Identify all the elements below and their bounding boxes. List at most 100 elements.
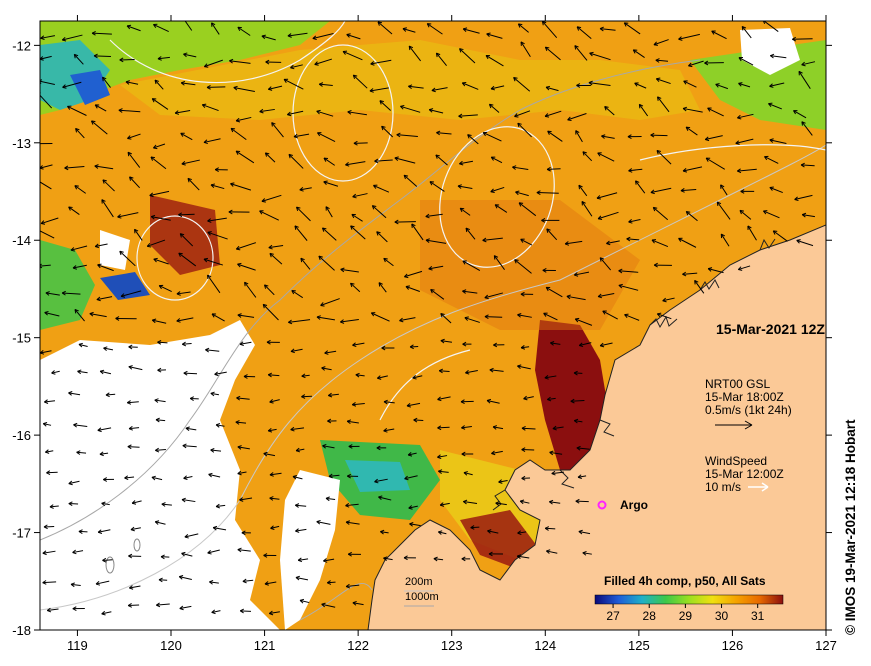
vector-arrow-head	[128, 344, 133, 348]
vector-arrow-head	[570, 398, 575, 402]
vector-arrow-head	[73, 54, 76, 59]
vector-arrow-head	[201, 104, 206, 109]
vector-arrow-head	[492, 425, 498, 428]
vector-arrow-head	[346, 420, 351, 425]
vector-arrow	[379, 100, 391, 111]
coastline-detail	[492, 238, 776, 511]
sst-patch-cyan-south	[345, 460, 410, 492]
vector-arrow-head	[78, 529, 83, 532]
vector-arrow	[327, 581, 336, 584]
vector-arrow	[210, 449, 222, 452]
vector-arrow-head	[155, 520, 160, 523]
vector-arrow-head	[404, 475, 408, 480]
vector-arrow-head	[353, 74, 358, 77]
vector-arrow-head	[183, 477, 188, 481]
vector-arrow-head	[546, 549, 551, 552]
vector-arrow	[482, 132, 502, 142]
vector-arrow-head	[409, 344, 414, 348]
vector-arrow	[202, 104, 219, 112]
vector-arrow	[239, 341, 252, 345]
vector-arrow-head	[582, 151, 585, 156]
vector-arrow-head	[153, 144, 157, 149]
vector-arrow	[345, 161, 366, 166]
vector-arrow-head	[301, 375, 306, 379]
vector-arrow-head	[263, 453, 268, 457]
vector-arrow-head	[463, 471, 468, 474]
vector-arrow-head	[320, 304, 325, 307]
vector-arrow-head	[74, 53, 79, 57]
vector-arrow	[655, 59, 669, 62]
vector-arrow-head	[801, 121, 806, 124]
vector-arrow-head	[488, 553, 493, 557]
y-tick-label: -15	[12, 331, 31, 346]
vector-arrow-head	[269, 472, 274, 476]
vector-arrow-head	[236, 120, 241, 123]
vector-arrow	[262, 303, 279, 321]
vector-arrow	[467, 134, 479, 145]
vector-arrow-head	[735, 142, 740, 145]
vector-arrow-head	[428, 109, 433, 113]
vector-arrow-head	[204, 66, 209, 68]
vector-arrow	[134, 229, 143, 241]
vector-arrow-head	[438, 469, 443, 472]
vector-arrow-head	[91, 32, 96, 36]
vector-arrow	[322, 445, 335, 449]
y-tick-label: -18	[12, 623, 31, 638]
vector-arrow	[657, 96, 670, 113]
vector-arrow-head	[264, 152, 268, 157]
vector-arrow	[440, 340, 453, 343]
vector-arrow-head	[352, 602, 357, 606]
vector-arrow-head	[520, 291, 525, 295]
vector-arrow	[437, 455, 448, 458]
vector-arrow-head	[128, 428, 133, 431]
vector-arrow	[374, 478, 388, 483]
vector-arrow-head	[290, 348, 295, 352]
vector-arrow-head	[599, 342, 604, 347]
vector-arrow	[328, 393, 339, 397]
vector-arrow-head	[494, 204, 498, 209]
vector-arrow-head	[207, 220, 212, 223]
vector-arrow	[494, 204, 508, 213]
vector-arrow-head	[688, 65, 693, 68]
vector-arrow-head	[460, 399, 465, 403]
wind-scale: 10 m/s	[705, 480, 741, 494]
vector-arrow-head	[545, 287, 549, 292]
vector-arrow	[295, 576, 309, 581]
vector-arrow-head	[95, 581, 100, 585]
vector-arrow	[203, 138, 221, 143]
y-axis: -12-13-14-15-16-17-18	[12, 38, 832, 638]
vector-arrow-head	[180, 80, 186, 84]
vector-arrow	[598, 292, 615, 298]
vector-arrow-head	[618, 284, 623, 289]
vector-arrow-head	[215, 506, 221, 509]
vector-arrow	[155, 448, 166, 451]
vector-arrow	[176, 291, 191, 295]
vector-arrow-head	[129, 585, 133, 589]
vector-arrow	[720, 184, 728, 196]
vector-arrow-head	[295, 503, 300, 506]
vector-arrow-head	[131, 500, 136, 504]
vector-arrow-head	[70, 582, 75, 585]
vector-arrow-head	[103, 479, 108, 482]
vector-arrow-head	[262, 304, 265, 309]
vector-arrow	[181, 159, 200, 165]
vector-arrow	[233, 87, 255, 92]
vector-arrow-head	[214, 373, 219, 377]
vector-arrow	[268, 374, 280, 377]
vector-arrow	[352, 193, 368, 198]
vector-arrow-head	[62, 86, 67, 89]
vector-arrow-head	[49, 504, 54, 508]
vector-arrow	[547, 168, 561, 170]
vector-arrow-head	[120, 295, 126, 298]
vector-arrow	[634, 82, 647, 89]
vector-arrow-head	[156, 604, 161, 608]
vector-arrow-head	[203, 258, 208, 263]
vector-arrow-head	[154, 399, 159, 403]
vector-arrow-head	[634, 82, 638, 87]
vector-arrow-head	[96, 296, 101, 300]
colorbar-title: Filled 4h comp, p50, All Sats	[604, 574, 766, 588]
vector-arrow-head	[187, 177, 192, 181]
vector-arrow-head	[44, 312, 48, 316]
vector-arrow	[801, 61, 816, 66]
vector-arrow	[152, 319, 167, 324]
